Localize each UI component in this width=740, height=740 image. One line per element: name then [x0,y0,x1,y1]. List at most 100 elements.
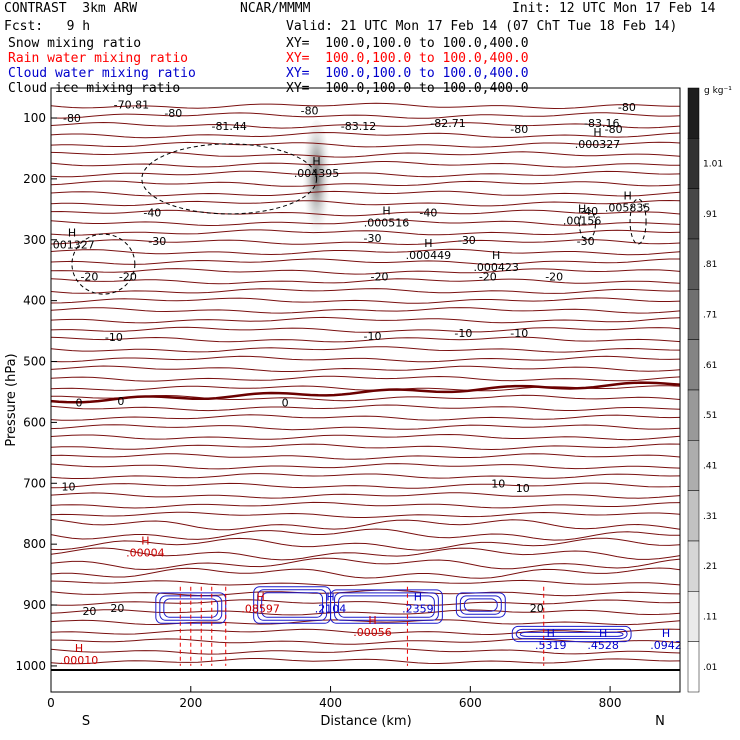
colorbar-swatch [687,87,700,139]
colorbar-label: .11 [703,613,717,623]
extremum-value: .00004 [126,547,165,560]
extremum-marker: H [623,189,631,202]
isotherm-line [50,518,681,531]
temperature-label: 10 [516,482,530,495]
extremum-marker: H [382,205,390,218]
isotherm-line [50,567,681,579]
extremum-marker: H [547,627,555,640]
temperature-label: -80 [510,123,528,136]
temperature-label: -80 [605,123,623,136]
temperature-label: -80 [618,101,636,114]
temperature-label: 10 [61,480,75,493]
y-tick-label: 500 [23,355,46,369]
isotherm-line [50,160,681,168]
isotherm-line [50,229,681,236]
isotherm-line [50,463,681,470]
legend-snow-xy: XY= 100.0,100.0 to 100.0,400.0 [286,36,529,51]
x-axis-title: Distance (km) [320,714,411,729]
isotherm-line [50,248,681,256]
colorbar-label: .91 [703,210,717,220]
isotherm-line [50,628,681,636]
temperature-label: -20 [545,270,563,283]
temperature-label: -80 [63,112,81,125]
colorbar-label: 1.01 [703,160,723,170]
colorbar-label: .01 [703,663,717,673]
temperature-label: 20 [82,605,96,618]
colorbar-swatch [687,490,700,542]
extremum-value: .2359 [402,603,434,616]
isotherm-line [50,258,680,265]
isotherm-line [50,131,681,139]
extremum-value: .000516 [364,217,410,230]
y-tick-label: 800 [23,537,46,551]
cloud-ice-contour [71,233,136,295]
isotherm-line [50,199,681,207]
legend-rain-label: Rain water mixing ratio [8,51,189,66]
isotherm-line [50,112,681,119]
y-tick-label: 700 [23,476,46,490]
colorbar-swatch [687,591,700,642]
extremum-value: .00010 [60,654,99,667]
temperature-label: -10 [364,330,382,343]
extremum-marker: H [424,237,432,250]
temperature-label: -30 [364,232,382,245]
isotherm-line [50,326,681,333]
cloud-water-contour [455,592,506,618]
temperature-label: 0 [117,395,124,408]
extremum-marker: H [414,591,422,604]
valid-time: Valid: 21 UTC Mon 17 Feb 14 (07 ChT Tue … [286,19,678,34]
x-tick-label: 600 [459,696,482,710]
colorbar-swatch [687,389,700,441]
cloud-water-contour [330,589,443,624]
isotherm-line [50,589,681,597]
south-end-label: S [82,714,90,729]
isotherm-line [50,404,681,412]
cloud-water-contour [459,595,502,615]
isotherm-line [50,365,681,372]
temperature-label: -10 [105,331,123,344]
isotherm-line [50,297,681,304]
isotherm-line [50,482,681,489]
isotherm-line [50,443,681,451]
colorbar-label: .21 [703,562,717,572]
isotherm-line [50,453,681,460]
extremum-value: .004395 [294,167,340,180]
isotherm-line [50,599,681,606]
temperature-label: -40 [580,205,598,218]
y-tick-label: 400 [23,294,46,308]
extremum-marker: H [257,591,265,604]
extremum-value: .2104 [315,603,347,616]
extremum-marker: H [492,249,500,262]
temperature-label: -80 [164,107,182,120]
colorbar-swatch [687,440,700,491]
x-tick-label: 800 [599,696,622,710]
extremum-value: .5319 [535,639,567,652]
isotherm-line [50,288,681,294]
isotherm-line [50,473,681,479]
isotherm-line [50,528,680,541]
zero-isotherm [50,381,681,404]
isotherm-line [50,658,681,665]
cloud-water-contour [338,595,435,618]
extremum-marker: H [662,627,670,640]
isotherm-line [50,355,681,363]
isotherm-line [50,619,681,626]
temperature-label: -20 [119,270,137,283]
legend-snow-label: Snow mixing ratio [8,36,142,51]
temperature-label: -10 [454,327,472,340]
isotherm-line [50,511,681,518]
temperature-label: -10 [510,327,528,340]
extremum-value: .00156 [563,214,602,227]
extremum-value: .000423 [473,261,519,274]
temperature-label: 20 [530,602,544,615]
extremum-marker: H [68,227,76,240]
isotherm-line [50,501,681,509]
cloud-water-contour [519,631,624,637]
temperature-label: -20 [370,270,388,283]
isotherm-line [50,121,681,129]
temperature-label: -82.71 [430,117,465,130]
model-title: CONTRAST 3km ARW [4,1,138,16]
cloud-water-contour [463,598,498,612]
extremum-value: .005835 [605,201,651,214]
